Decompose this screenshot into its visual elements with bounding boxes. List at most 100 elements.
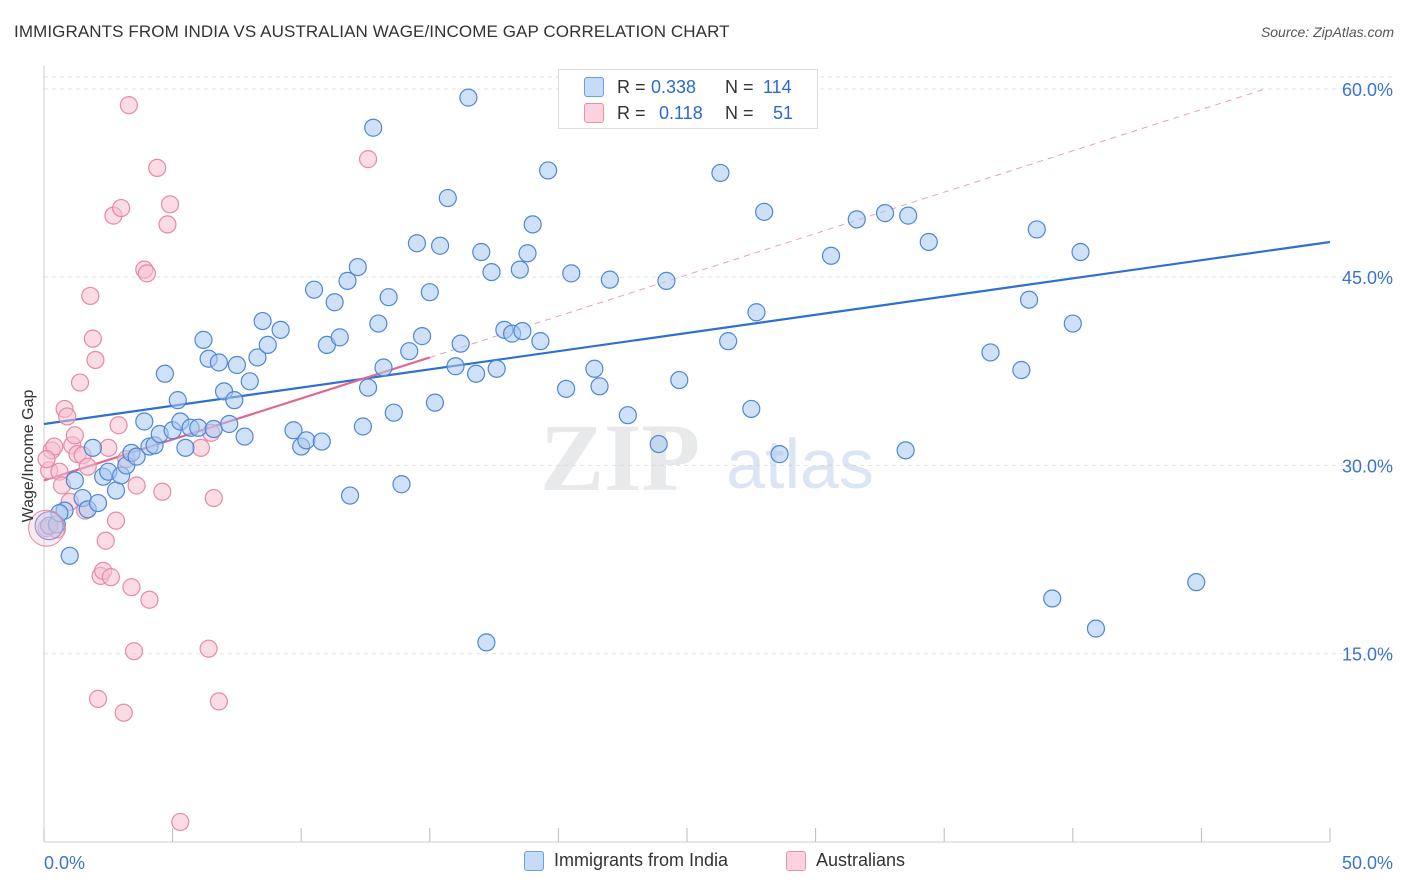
legend-item-india: Immigrants from India xyxy=(524,850,728,871)
trend-line-india xyxy=(43,240,1331,426)
india-point xyxy=(253,311,272,331)
trend-lines xyxy=(43,88,1331,482)
india-point xyxy=(106,481,126,500)
india-point xyxy=(400,342,419,361)
chart-title: IMMIGRANTS FROM INDIA VS AUSTRALIAN WAGE… xyxy=(14,22,730,41)
australians-point xyxy=(127,476,146,495)
india-point xyxy=(176,438,195,457)
australians-point xyxy=(209,692,228,711)
india-point xyxy=(420,283,439,302)
india-point xyxy=(1086,619,1106,638)
india-point xyxy=(670,370,689,390)
australians-point xyxy=(124,642,144,661)
trend-line-australians xyxy=(43,356,431,482)
india-point xyxy=(384,403,403,422)
australians-point xyxy=(171,812,190,832)
india-point xyxy=(899,206,918,225)
australians-point xyxy=(137,264,156,283)
india-point xyxy=(325,293,344,312)
australians-point xyxy=(106,511,126,530)
india-point xyxy=(258,335,277,355)
india-point xyxy=(304,280,324,299)
india-point xyxy=(482,263,501,282)
india-point xyxy=(513,321,532,341)
india-point xyxy=(248,348,267,367)
australians-point xyxy=(358,150,378,169)
australians-point xyxy=(140,590,159,609)
india-point xyxy=(338,271,357,290)
india-point xyxy=(585,359,604,378)
legend-label-australians: Australians xyxy=(816,850,906,870)
y-tick-label: 60.0% xyxy=(1342,80,1393,100)
australians-point xyxy=(65,426,84,445)
india-point xyxy=(531,332,550,351)
india-point xyxy=(657,271,676,290)
australians-point xyxy=(204,488,223,508)
india-point xyxy=(847,210,866,229)
india-point xyxy=(225,391,244,410)
legend-item-australians: Australians xyxy=(786,850,905,871)
australians-point xyxy=(78,457,97,476)
stats-swatch-australians xyxy=(584,103,604,123)
australians-point xyxy=(122,578,141,597)
australians-point xyxy=(99,438,118,457)
india-point xyxy=(472,242,491,262)
india-point xyxy=(235,427,254,446)
india-point xyxy=(919,232,938,252)
india-point xyxy=(446,357,465,376)
india-point xyxy=(135,412,154,431)
india-point xyxy=(466,364,486,383)
data-points xyxy=(28,88,1206,832)
india-point xyxy=(523,215,542,234)
india-point xyxy=(168,391,187,410)
y-tick-label: 45.0% xyxy=(1342,268,1393,288)
india-point xyxy=(477,633,496,652)
india-point xyxy=(412,327,432,346)
legend-label-india: Immigrants from India xyxy=(554,850,729,870)
chart-source: Source: ZipAtlas.com xyxy=(1260,24,1394,40)
india-point xyxy=(374,358,393,377)
india-point xyxy=(330,328,349,347)
india-point xyxy=(1043,589,1062,608)
australians-point xyxy=(96,531,115,550)
stats-r-value: 0.118 xyxy=(659,102,703,123)
stats-r-label: R = xyxy=(617,76,646,97)
x-tick-label: 0.0% xyxy=(44,853,85,873)
india-point xyxy=(34,511,64,541)
india-point xyxy=(364,118,383,137)
india-point xyxy=(392,475,411,494)
tick-labels: 15.0% 30.0% 45.0% 60.0% 0.0% 50.0% xyxy=(44,80,1393,873)
australians-point xyxy=(81,286,100,306)
india-point xyxy=(742,399,761,419)
india-point xyxy=(487,359,506,378)
india-point xyxy=(194,330,213,349)
legend-swatch-australians xyxy=(786,850,806,871)
india-point xyxy=(1063,314,1082,333)
india-point xyxy=(348,257,367,277)
india-point xyxy=(240,372,259,391)
australians-point xyxy=(148,158,167,178)
india-point xyxy=(430,236,450,255)
india-point xyxy=(271,320,290,339)
india-point xyxy=(340,486,360,505)
india-point xyxy=(358,378,378,397)
stats-r-value: 0.338 xyxy=(651,76,697,97)
australians-point xyxy=(199,639,218,658)
australians-point xyxy=(86,350,105,370)
india-point xyxy=(65,471,84,490)
australians-point xyxy=(37,450,56,469)
stats-n-value: 114 xyxy=(763,76,792,97)
stats-n-value: 51 xyxy=(773,102,794,123)
india-point xyxy=(227,355,246,375)
india-point xyxy=(312,432,331,451)
india-point xyxy=(590,377,609,396)
india-point xyxy=(220,414,239,434)
y-tick-label: 30.0% xyxy=(1342,456,1393,476)
watermark-zip: ZIP xyxy=(540,404,700,511)
india-point xyxy=(711,163,730,183)
india-point xyxy=(60,546,79,565)
india-point xyxy=(510,260,529,279)
india-point xyxy=(539,161,558,180)
stats-swatch-india xyxy=(584,77,604,97)
